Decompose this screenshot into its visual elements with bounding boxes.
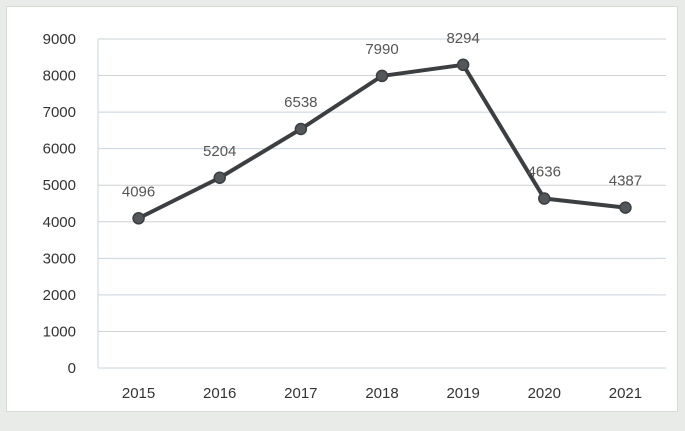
chart-frame: 0 1000 2000 3000 4000 5000 6000 7000 8000 9000 201… (6, 6, 678, 412)
x-tick-label: 2019 (446, 385, 479, 402)
y-tick-label: 9000 (43, 31, 76, 48)
data-point-2018 (375, 69, 389, 83)
data-label-2016: 5204 (203, 143, 236, 160)
data-label-2019: 8294 (446, 30, 479, 47)
y-tick-label: 8000 (43, 68, 76, 85)
y-tick-label: 7000 (43, 104, 76, 121)
data-label-2020: 4636 (528, 164, 561, 181)
y-tick-label: 2000 (43, 287, 76, 304)
data-point-2021 (619, 201, 632, 214)
data-label-2018: 7990 (365, 41, 398, 58)
data-point-2016 (213, 171, 226, 185)
x-tick-label: 2020 (528, 385, 561, 402)
x-tick-label: 2016 (203, 385, 236, 402)
y-tick-label: 6000 (43, 141, 76, 158)
series-line (136, 62, 628, 221)
y-tick-label: 3000 (43, 250, 76, 267)
y-tick-label: 5000 (43, 177, 76, 194)
data-label-2015: 4096 (122, 183, 155, 200)
y-tick-label: 1000 (43, 323, 76, 340)
data-label-2021: 4387 (609, 173, 642, 190)
y-tick-label: 0 (68, 360, 76, 377)
x-tick-label: 2017 (284, 385, 317, 402)
x-tick-label: 2021 (609, 385, 642, 402)
data-point-2019 (456, 58, 470, 72)
x-tick-label: 2018 (365, 385, 398, 402)
y-tick-label: 4000 (43, 214, 76, 231)
x-tick-label: 2015 (122, 385, 155, 402)
data-point-2020 (538, 192, 551, 205)
data-point-2017 (294, 122, 308, 136)
line-chart: 0 1000 2000 3000 4000 5000 6000 7000 8000 9000 201… (43, 30, 666, 402)
data-point-2015 (132, 212, 145, 225)
data-label-2017: 6538 (284, 94, 317, 111)
